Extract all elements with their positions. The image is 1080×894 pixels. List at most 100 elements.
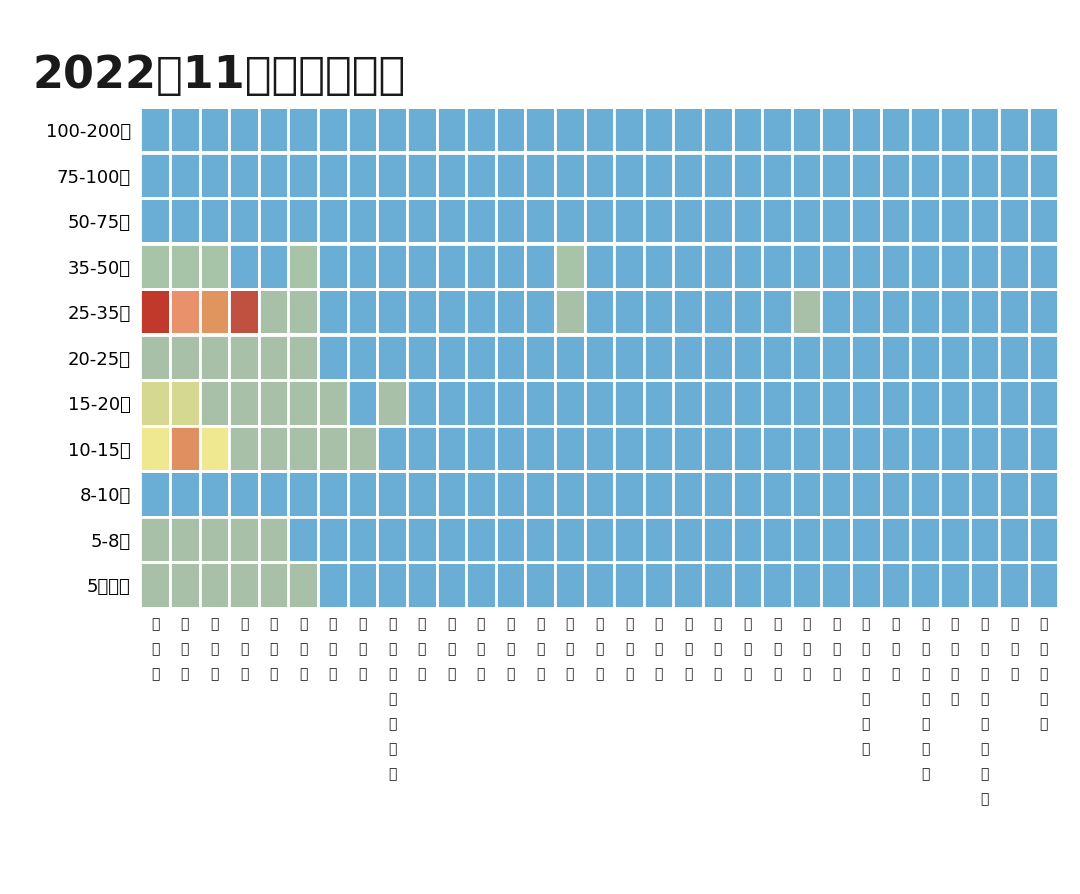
FancyBboxPatch shape — [1000, 336, 1028, 379]
Text: 苏: 苏 — [211, 642, 218, 656]
FancyBboxPatch shape — [260, 564, 287, 606]
FancyBboxPatch shape — [733, 473, 761, 516]
Text: 北: 北 — [625, 642, 633, 656]
FancyBboxPatch shape — [289, 336, 318, 379]
FancyBboxPatch shape — [171, 109, 199, 151]
FancyBboxPatch shape — [764, 427, 791, 470]
FancyBboxPatch shape — [674, 564, 702, 606]
FancyBboxPatch shape — [912, 336, 940, 379]
FancyBboxPatch shape — [319, 154, 347, 197]
FancyBboxPatch shape — [912, 382, 940, 425]
FancyBboxPatch shape — [971, 291, 998, 333]
FancyBboxPatch shape — [1029, 154, 1057, 197]
FancyBboxPatch shape — [616, 291, 643, 333]
FancyBboxPatch shape — [793, 291, 821, 333]
FancyBboxPatch shape — [881, 564, 909, 606]
FancyBboxPatch shape — [319, 519, 347, 561]
FancyBboxPatch shape — [437, 382, 465, 425]
Text: 夏: 夏 — [921, 642, 929, 656]
FancyBboxPatch shape — [378, 564, 406, 606]
FancyBboxPatch shape — [319, 564, 347, 606]
Text: 西: 西 — [595, 642, 604, 656]
FancyBboxPatch shape — [764, 199, 791, 242]
FancyBboxPatch shape — [645, 199, 673, 242]
FancyBboxPatch shape — [852, 199, 880, 242]
FancyBboxPatch shape — [1000, 382, 1028, 425]
FancyBboxPatch shape — [526, 382, 554, 425]
FancyBboxPatch shape — [733, 564, 761, 606]
FancyBboxPatch shape — [1000, 427, 1028, 470]
FancyBboxPatch shape — [171, 336, 199, 379]
FancyBboxPatch shape — [585, 336, 613, 379]
FancyBboxPatch shape — [319, 245, 347, 288]
FancyBboxPatch shape — [733, 519, 761, 561]
FancyBboxPatch shape — [260, 154, 287, 197]
FancyBboxPatch shape — [793, 519, 821, 561]
Text: 津: 津 — [536, 642, 544, 656]
FancyBboxPatch shape — [230, 291, 258, 333]
FancyBboxPatch shape — [230, 564, 258, 606]
FancyBboxPatch shape — [912, 473, 940, 516]
Text: 市: 市 — [240, 667, 248, 681]
Text: 区: 区 — [388, 767, 396, 781]
Text: 东: 东 — [180, 642, 189, 656]
FancyBboxPatch shape — [1029, 109, 1057, 151]
FancyBboxPatch shape — [378, 245, 406, 288]
Text: 浙: 浙 — [151, 617, 160, 631]
FancyBboxPatch shape — [437, 109, 465, 151]
FancyBboxPatch shape — [1000, 199, 1028, 242]
FancyBboxPatch shape — [971, 564, 998, 606]
FancyBboxPatch shape — [585, 109, 613, 151]
FancyBboxPatch shape — [171, 382, 199, 425]
FancyBboxPatch shape — [141, 427, 170, 470]
FancyBboxPatch shape — [1000, 109, 1028, 151]
Text: 州: 州 — [684, 642, 692, 656]
Text: 区: 区 — [921, 767, 929, 781]
FancyBboxPatch shape — [319, 109, 347, 151]
FancyBboxPatch shape — [260, 336, 287, 379]
FancyBboxPatch shape — [881, 154, 909, 197]
FancyBboxPatch shape — [260, 473, 287, 516]
FancyBboxPatch shape — [141, 154, 170, 197]
Text: 治: 治 — [388, 742, 396, 756]
Text: 河: 河 — [328, 617, 337, 631]
FancyBboxPatch shape — [971, 427, 998, 470]
Text: 重: 重 — [832, 617, 840, 631]
FancyBboxPatch shape — [319, 382, 347, 425]
FancyBboxPatch shape — [349, 382, 377, 425]
FancyBboxPatch shape — [881, 473, 909, 516]
FancyBboxPatch shape — [260, 382, 287, 425]
Text: 山: 山 — [714, 617, 723, 631]
FancyBboxPatch shape — [201, 473, 228, 516]
FancyBboxPatch shape — [467, 382, 495, 425]
FancyBboxPatch shape — [704, 245, 732, 288]
FancyBboxPatch shape — [171, 519, 199, 561]
FancyBboxPatch shape — [674, 109, 702, 151]
Text: 龙: 龙 — [950, 642, 959, 656]
Text: 建: 建 — [447, 642, 456, 656]
Text: 西: 西 — [714, 642, 723, 656]
FancyBboxPatch shape — [408, 336, 435, 379]
FancyBboxPatch shape — [497, 245, 525, 288]
FancyBboxPatch shape — [260, 519, 287, 561]
FancyBboxPatch shape — [852, 109, 880, 151]
Text: 省: 省 — [625, 667, 633, 681]
FancyBboxPatch shape — [408, 473, 435, 516]
FancyBboxPatch shape — [704, 199, 732, 242]
Text: 省: 省 — [476, 667, 485, 681]
FancyBboxPatch shape — [1000, 473, 1028, 516]
FancyBboxPatch shape — [556, 336, 583, 379]
FancyBboxPatch shape — [1029, 473, 1057, 516]
FancyBboxPatch shape — [349, 519, 377, 561]
FancyBboxPatch shape — [852, 336, 880, 379]
FancyBboxPatch shape — [556, 382, 583, 425]
Text: 江: 江 — [151, 642, 160, 656]
FancyBboxPatch shape — [141, 245, 170, 288]
FancyBboxPatch shape — [378, 291, 406, 333]
FancyBboxPatch shape — [260, 427, 287, 470]
FancyBboxPatch shape — [467, 245, 495, 288]
FancyBboxPatch shape — [526, 427, 554, 470]
FancyBboxPatch shape — [912, 109, 940, 151]
FancyBboxPatch shape — [616, 245, 643, 288]
Text: 维: 维 — [981, 667, 988, 681]
